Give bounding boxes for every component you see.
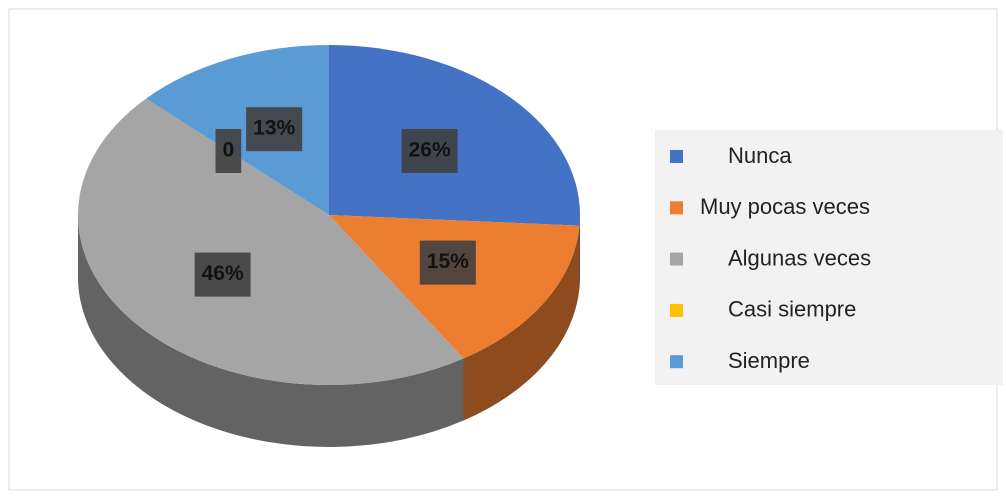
- legend-label: Casi siempre: [728, 297, 856, 322]
- legend-box: [655, 130, 1003, 385]
- legend-swatch: [670, 303, 683, 317]
- data-label: 13%: [253, 117, 295, 140]
- legend-label: Nunca: [728, 143, 792, 168]
- legend-swatch: [670, 355, 683, 369]
- pie-slice: [77, 98, 464, 386]
- data-label-box: [419, 240, 476, 285]
- data-label: 26%: [409, 139, 451, 162]
- legend-swatch: [670, 201, 683, 215]
- pie-side: [78, 215, 464, 447]
- data-label: 15%: [427, 250, 469, 273]
- data-label-box: [194, 252, 251, 297]
- legend-label: Siempre: [728, 348, 810, 373]
- data-label-box: [215, 128, 242, 173]
- legend-swatch: [670, 150, 683, 163]
- data-label: 0: [223, 139, 235, 162]
- data-label-box: [246, 107, 303, 152]
- legend-label: Muy pocas veces: [700, 194, 870, 219]
- data-label-box: [401, 128, 458, 173]
- legend-label: Algunas veces: [728, 245, 871, 270]
- data-label: 46%: [202, 262, 244, 285]
- pie-slice: [329, 215, 580, 359]
- legend-swatch: [670, 252, 683, 266]
- pie-side: [463, 225, 580, 421]
